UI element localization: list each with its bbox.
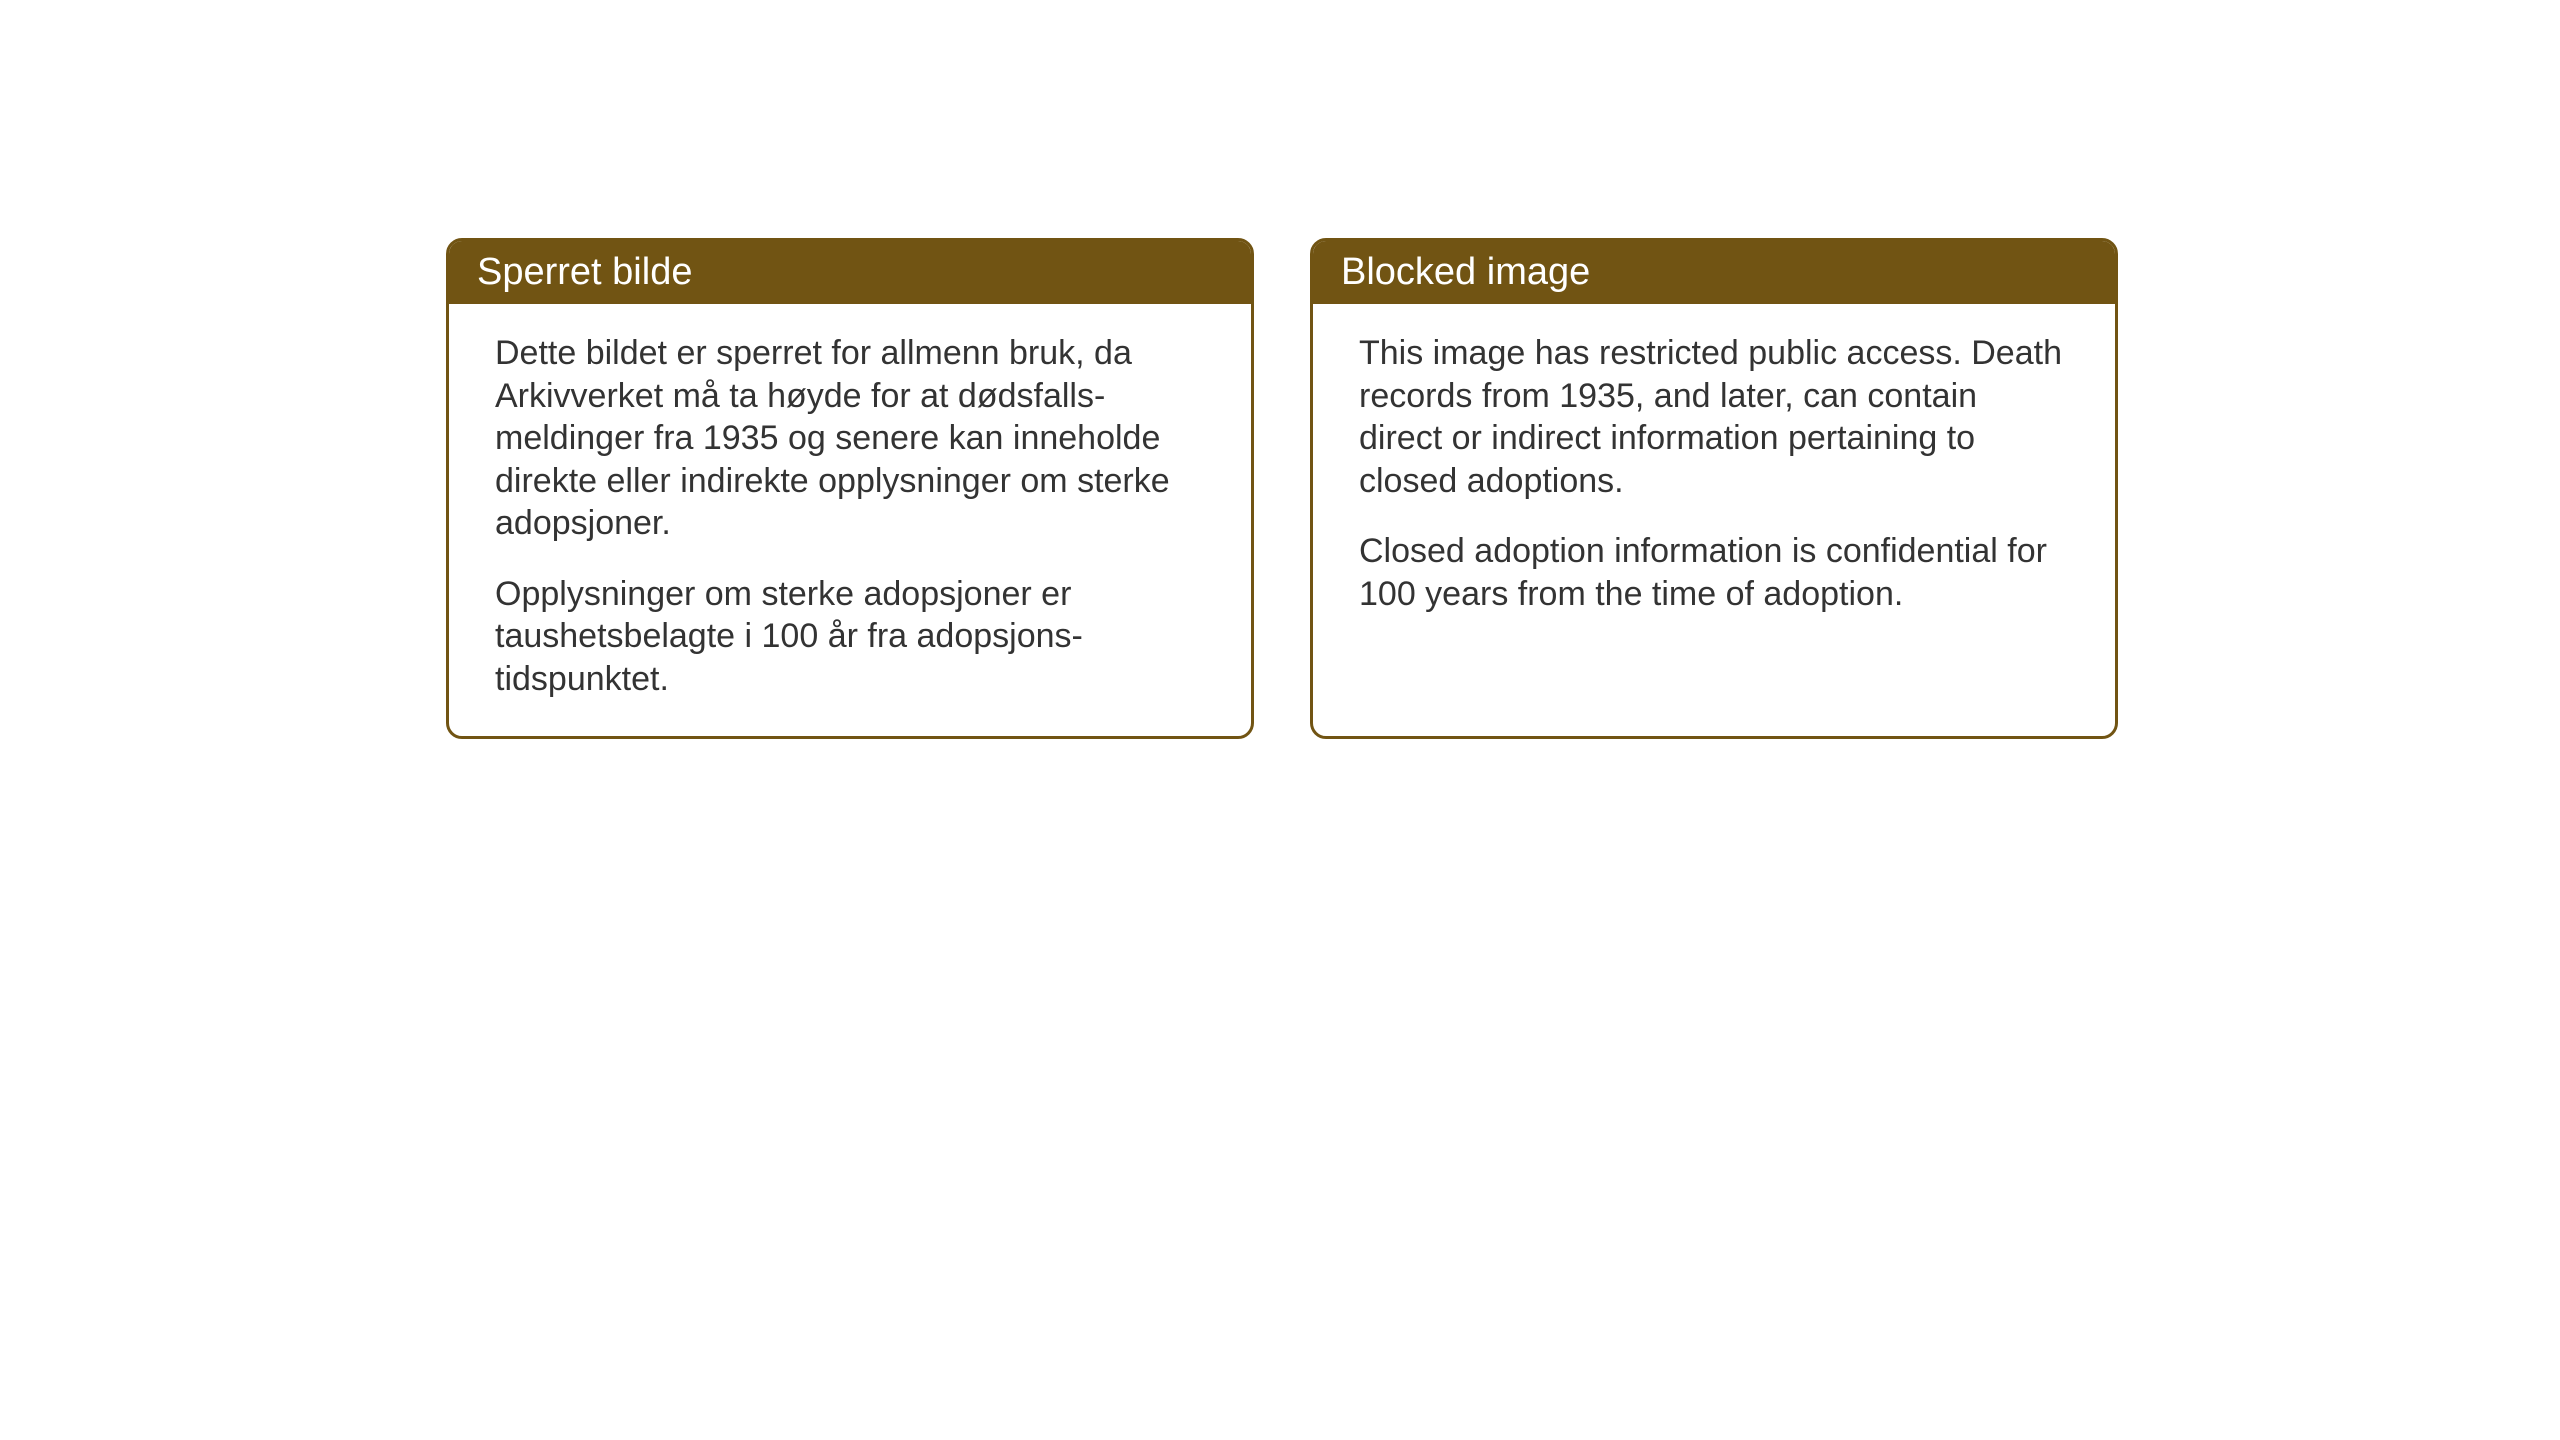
english-card-title: Blocked image <box>1341 251 1590 293</box>
norwegian-paragraph-1: Dette bildet er sperret for allmenn bruk… <box>495 332 1205 545</box>
norwegian-card-body: Dette bildet er sperret for allmenn bruk… <box>449 304 1251 736</box>
norwegian-card-header: Sperret bilde <box>449 241 1251 304</box>
english-paragraph-2: Closed adoption information is confident… <box>1359 530 2069 615</box>
norwegian-card: Sperret bilde Dette bildet er sperret fo… <box>446 238 1254 739</box>
english-card-header: Blocked image <box>1313 241 2115 304</box>
notice-cards-container: Sperret bilde Dette bildet er sperret fo… <box>446 238 2118 739</box>
english-card-body: This image has restricted public access.… <box>1313 304 2115 651</box>
english-paragraph-1: This image has restricted public access.… <box>1359 332 2069 502</box>
norwegian-card-title: Sperret bilde <box>477 251 692 293</box>
english-card: Blocked image This image has restricted … <box>1310 238 2118 739</box>
norwegian-paragraph-2: Opplysninger om sterke adopsjoner er tau… <box>495 573 1205 701</box>
